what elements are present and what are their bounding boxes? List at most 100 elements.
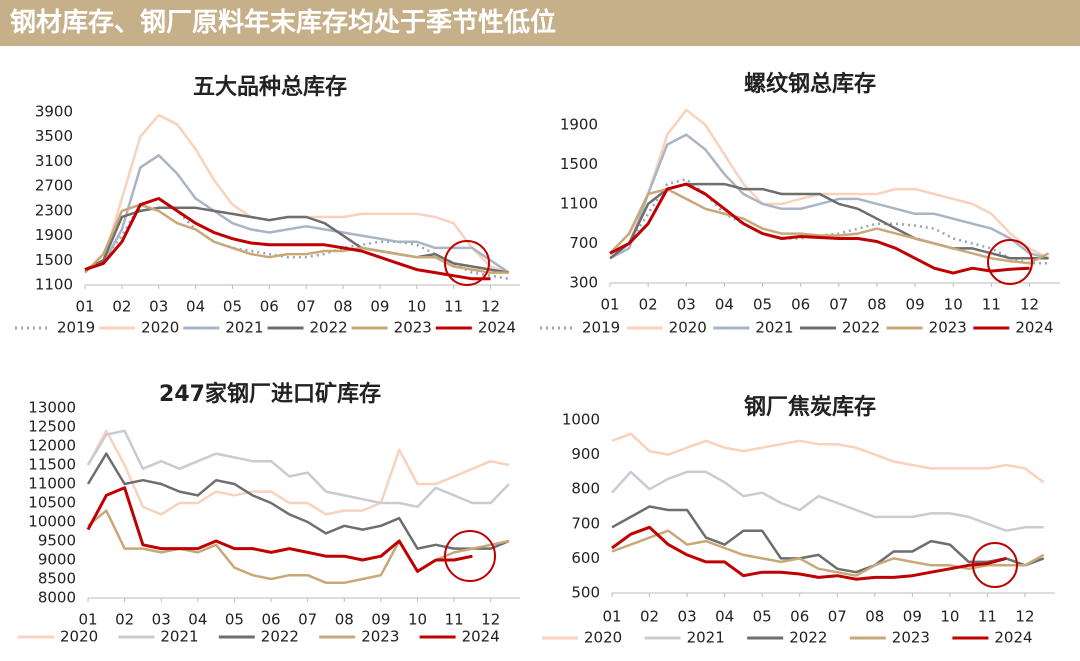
- chart-title: 钢厂焦炭库存: [744, 394, 876, 420]
- y-tick-label: 2300: [35, 201, 73, 219]
- chart-title: 247家钢厂进口矿库存: [159, 381, 381, 407]
- y-tick-label: 11000: [28, 475, 76, 493]
- x-tick-label: 08: [867, 296, 886, 314]
- y-tick-label: 1500: [560, 155, 598, 173]
- y-tick-label: 500: [571, 584, 600, 602]
- series-line: [86, 452, 510, 550]
- legend-label: 2023: [929, 319, 967, 337]
- legend-label: 2022: [310, 319, 348, 337]
- x-tick-label: 03: [678, 608, 697, 626]
- header-title: 钢材库存、钢厂原料年末库存均处于季节性低位: [0, 0, 1080, 46]
- x-tick-label: 01: [602, 608, 621, 626]
- x-tick-label: 01: [78, 611, 97, 629]
- x-tick-label: 07: [297, 298, 316, 316]
- legend-label: 2024: [1015, 319, 1053, 337]
- x-tick-label: 07: [828, 608, 847, 626]
- legend-label: 2022: [261, 628, 299, 646]
- legend-label: 2021: [755, 319, 793, 337]
- chart-title: 五大品种总库存: [193, 74, 347, 100]
- series-line: [609, 182, 1030, 275]
- x-tick-label: 02: [640, 608, 659, 626]
- y-tick-label: 9500: [38, 532, 76, 550]
- y-tick-label: 900: [571, 445, 600, 463]
- y-tick-label: 12000: [28, 437, 76, 455]
- x-tick-label: 08: [335, 611, 354, 629]
- legend-label: 2022: [842, 319, 880, 337]
- series-line: [611, 470, 1044, 532]
- highlight-circle: [987, 239, 1033, 285]
- x-tick-label: 05: [225, 611, 244, 629]
- x-tick-label: 01: [600, 296, 619, 314]
- series-line: [611, 525, 1007, 581]
- x-tick-label: 12: [481, 298, 500, 316]
- x-tick-label: 11: [982, 296, 1001, 314]
- x-tick-label: 07: [298, 611, 317, 629]
- x-tick-label: 03: [152, 611, 171, 629]
- x-tick-label: 07: [829, 296, 848, 314]
- legend-label: 2021: [160, 628, 198, 646]
- x-tick-label: 10: [408, 611, 427, 629]
- y-tick-label: 8000: [38, 589, 76, 607]
- chart-title: 螺纹钢总库存: [744, 71, 876, 97]
- x-tick-label: 09: [370, 298, 389, 316]
- y-tick-label: 1900: [560, 115, 598, 133]
- y-tick-label: 300: [569, 274, 598, 292]
- series-line: [611, 529, 1045, 577]
- x-tick-label: 02: [115, 611, 134, 629]
- series-line: [611, 505, 1045, 574]
- series-line: [86, 429, 510, 509]
- y-tick-label: 2700: [35, 177, 73, 195]
- series-line: [86, 429, 510, 516]
- x-tick-label: 11: [978, 608, 997, 626]
- series-line: [609, 108, 1050, 260]
- x-tick-label: 03: [149, 298, 168, 316]
- y-tick-label: 1100: [560, 194, 598, 212]
- series-line: [609, 177, 1049, 265]
- x-tick-label: 08: [865, 608, 884, 626]
- x-tick-label: 10: [940, 608, 959, 626]
- series-line: [609, 133, 1049, 260]
- x-tick-label: 08: [334, 298, 353, 316]
- y-tick-label: 1000: [562, 411, 600, 429]
- series-line: [609, 187, 1050, 265]
- highlight-circle: [444, 240, 490, 286]
- x-tick-label: 10: [944, 296, 963, 314]
- legend-label: 2023: [394, 319, 432, 337]
- x-tick-label: 12: [1020, 296, 1039, 314]
- x-tick-label: 12: [1015, 608, 1034, 626]
- y-tick-label: 600: [571, 549, 600, 567]
- x-tick-label: 11: [445, 611, 464, 629]
- y-tick-label: 8500: [38, 570, 76, 588]
- series-line: [84, 197, 491, 281]
- legend-label: 2021: [225, 319, 263, 337]
- legend-label: 2020: [60, 628, 98, 646]
- series-line: [86, 486, 473, 573]
- highlight-circle: [444, 530, 496, 582]
- y-tick-label: 800: [571, 480, 600, 498]
- x-tick-label: 11: [444, 298, 463, 316]
- x-tick-label: 06: [791, 296, 810, 314]
- legend-label: 2023: [361, 628, 399, 646]
- x-tick-label: 02: [112, 298, 131, 316]
- legend-label: 2021: [687, 629, 725, 647]
- legend-label: 2022: [789, 629, 827, 647]
- x-tick-label: 05: [223, 298, 242, 316]
- y-tick-label: 11500: [28, 456, 76, 474]
- x-tick-label: 06: [790, 608, 809, 626]
- legend-label: 2019: [582, 319, 620, 337]
- y-tick-label: 10000: [28, 513, 76, 531]
- y-tick-label: 700: [569, 234, 598, 252]
- series-line: [84, 206, 510, 274]
- x-tick-label: 03: [677, 296, 696, 314]
- x-tick-label: 04: [715, 296, 734, 314]
- legend-label: 2020: [584, 629, 622, 647]
- x-tick-label: 05: [753, 608, 772, 626]
- y-tick-label: 9000: [38, 551, 76, 569]
- x-tick-label: 04: [186, 298, 205, 316]
- y-tick-label: 700: [571, 514, 600, 532]
- series-line: [84, 203, 509, 274]
- y-tick-label: 3900: [35, 103, 73, 121]
- y-tick-label: 13000: [28, 399, 76, 417]
